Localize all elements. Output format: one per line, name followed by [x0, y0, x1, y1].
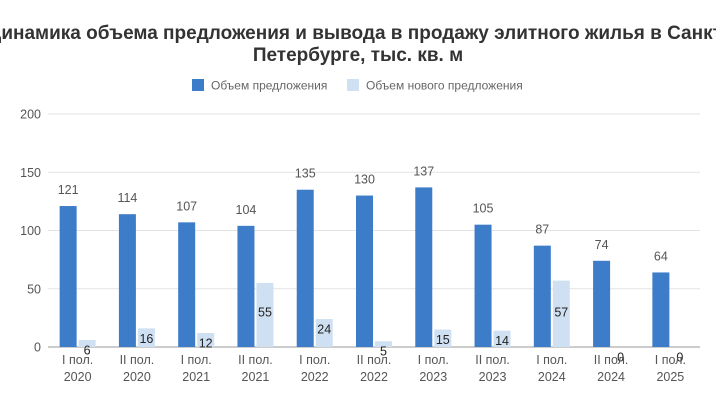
- data-label-offer: 64: [654, 249, 668, 263]
- data-label-new-offer: 24: [317, 323, 331, 337]
- x-tick-label-year: 2021: [182, 370, 210, 384]
- bar-offer: [118, 214, 136, 347]
- data-label-offer: 74: [595, 238, 609, 252]
- bar-offer: [178, 222, 196, 347]
- x-tick-label-year: 2024: [538, 370, 566, 384]
- data-label-offer: 105: [473, 202, 494, 216]
- x-tick-label-year: 2023: [479, 370, 507, 384]
- bar-new-offer: [434, 329, 452, 347]
- data-label-offer: 104: [236, 203, 257, 217]
- x-tick-label-half: I пол.: [536, 353, 567, 367]
- bar-offer: [474, 224, 492, 347]
- data-label-offer: 107: [176, 199, 197, 213]
- chart-title-line-2: Петербурге, тыс. кв. м: [253, 45, 463, 66]
- x-tick-label-half: II пол.: [594, 353, 629, 367]
- legend-label-new-offer: Объем нового предложения: [366, 79, 523, 93]
- x-tick-label-half: I пол.: [299, 353, 330, 367]
- bar-new-offer: [552, 280, 570, 347]
- data-label-new-offer: 15: [436, 333, 450, 347]
- bar-new-offer: [78, 340, 96, 347]
- bar-new-offer: [375, 341, 392, 347]
- x-tick-label-year: 2021: [242, 370, 270, 384]
- bar-new-offer: [137, 328, 155, 347]
- y-tick-label: 200: [20, 108, 41, 122]
- bar-offer: [237, 225, 255, 347]
- data-labels: 121 6 114 16 107 12 104 55 135 24 130 5 137 15 105 14 87…: [58, 164, 684, 364]
- x-tick-label-half: I пол.: [181, 353, 212, 367]
- y-tick-label: 0: [34, 341, 41, 355]
- data-label-offer: 114: [117, 191, 137, 205]
- x-tick-label-half: II пол.: [475, 353, 510, 367]
- data-label-new-offer: 12: [199, 337, 213, 351]
- x-tick-label-year: 2025: [656, 370, 684, 384]
- bar-offer: [356, 195, 373, 347]
- bar-new-offer: [493, 330, 511, 347]
- bar-new-offer: [315, 319, 333, 347]
- gridlines: [48, 113, 700, 348]
- y-tick-label: 100: [20, 224, 41, 238]
- x-tick-label-half: I пол.: [62, 353, 93, 367]
- bar-new-offer: [197, 333, 215, 347]
- data-label-offer: 121: [58, 183, 79, 197]
- y-tick-label: 50: [27, 282, 41, 296]
- bar-offer: [593, 260, 611, 347]
- x-tick-label-year: 2020: [64, 370, 92, 384]
- data-label-new-offer: 16: [139, 332, 153, 346]
- data-label-offer: 87: [535, 223, 549, 237]
- legend-swatch-offer: [192, 79, 204, 91]
- data-label-new-offer: 57: [554, 306, 568, 320]
- bar-new-offer: [256, 282, 274, 347]
- data-label-offer: 137: [413, 164, 434, 178]
- data-label-new-offer: 0: [617, 351, 624, 365]
- x-tick-label-year: 2022: [301, 370, 329, 384]
- x-tick-label-year: 2022: [360, 370, 388, 384]
- data-label-new-offer: 14: [495, 334, 509, 348]
- data-label-new-offer: 55: [258, 306, 272, 320]
- x-tick-label-half: II пол.: [357, 353, 392, 367]
- data-label-new-offer: 5: [380, 345, 387, 359]
- data-label-new-offer: 6: [84, 344, 91, 358]
- data-label-new-offer: 0: [676, 351, 683, 365]
- x-tick-label-half: II пол.: [238, 353, 273, 367]
- x-tick-label-year: 2020: [123, 370, 151, 384]
- bar-offer: [59, 206, 77, 347]
- y-axis: 0 50 100 150 200: [20, 108, 41, 355]
- legend-label-offer: Объем предложения: [211, 79, 327, 93]
- y-tick-label: 150: [20, 166, 41, 180]
- bar-offer: [652, 272, 670, 347]
- bar-offer: [296, 189, 314, 347]
- x-tick-label-half: I пол.: [655, 353, 686, 367]
- bar-offer: [415, 187, 433, 347]
- legend-swatch-new-offer: [347, 79, 359, 91]
- bar-offer: [533, 245, 551, 347]
- x-axis: I пол. 2020 II пол. 2020 I пол. 2021 II пол. 20…: [62, 353, 686, 384]
- data-label-offer: 130: [354, 173, 375, 187]
- bars: [59, 187, 670, 347]
- data-label-offer: 135: [295, 167, 316, 181]
- x-tick-label-year: 2023: [419, 370, 447, 384]
- x-tick-label-half: I пол.: [418, 353, 449, 367]
- chart-title-line-1: Динамика объема предложения и вывода в п…: [0, 23, 716, 44]
- x-tick-label-year: 2024: [597, 370, 625, 384]
- x-tick-label-half: II пол.: [120, 353, 155, 367]
- legend: Объем предложения Объем нового предложен…: [192, 79, 523, 93]
